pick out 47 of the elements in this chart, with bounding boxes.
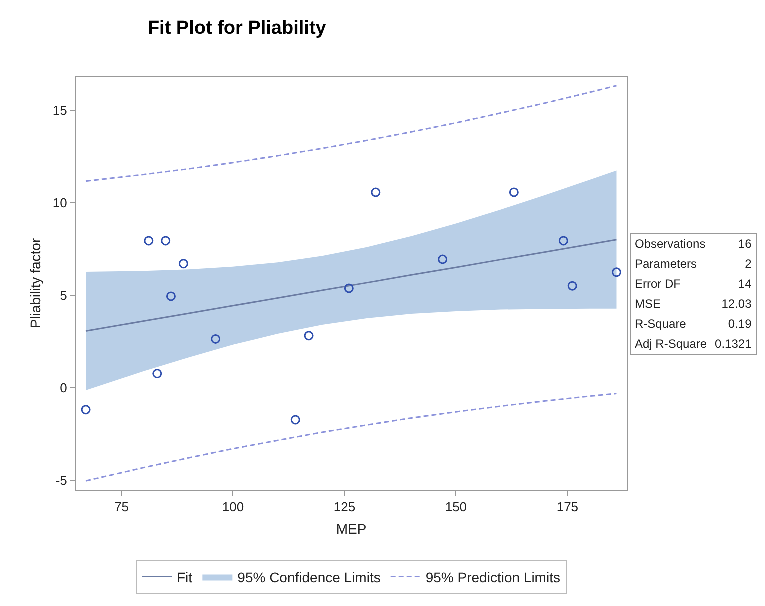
legend-label: Fit: [177, 569, 193, 586]
text: 16: [737, 236, 753, 253]
text: MSE: [634, 296, 662, 313]
x-tick-label: 175: [556, 500, 579, 515]
text: 95% Confidence Limits: [238, 569, 381, 586]
point: [371, 188, 381, 198]
x-tick-label: 75: [114, 500, 129, 515]
y-axis-title: Pliability factor: [28, 238, 44, 329]
line-series: [85, 393, 618, 482]
legend-label: 95% Prediction Limits: [426, 569, 560, 586]
text: Error DF: [634, 276, 682, 293]
point: [152, 369, 162, 379]
point: [161, 236, 171, 246]
point: [509, 188, 519, 198]
point: [344, 284, 354, 294]
point: [612, 268, 622, 278]
point: [166, 292, 176, 302]
y-tick-label: 10: [52, 195, 68, 210]
text: 2: [744, 256, 753, 273]
x-tick-label: 150: [445, 500, 468, 515]
point: [81, 405, 91, 415]
chart-title: Fit Plot for Pliability: [148, 18, 327, 39]
point: [178, 259, 188, 269]
text: 14: [737, 276, 753, 293]
text: R-Square: [634, 316, 688, 333]
text: 0.19: [727, 316, 753, 333]
x-tick-label: 125: [334, 500, 356, 515]
line-series: [85, 85, 618, 182]
point: [304, 331, 314, 341]
text: 0.1321: [714, 336, 753, 353]
point: [568, 281, 578, 291]
y-tick-label: 5: [60, 288, 68, 303]
y-tick-label: 0: [60, 380, 68, 396]
line-series: [85, 239, 618, 332]
x-axis-title: MEP: [336, 520, 367, 537]
y-tick-label: -5: [56, 472, 68, 488]
x-tick-label: 100: [222, 500, 244, 515]
text: Observations: [634, 236, 707, 253]
point: [558, 236, 568, 246]
point: [144, 236, 154, 246]
text: 12.03: [720, 296, 753, 313]
y-tick-label: 15: [52, 102, 68, 118]
point: [211, 334, 221, 344]
point: [290, 415, 300, 425]
text: Adj R-Square: [634, 336, 708, 353]
point: [438, 254, 448, 264]
text: Parameters: [634, 256, 698, 273]
